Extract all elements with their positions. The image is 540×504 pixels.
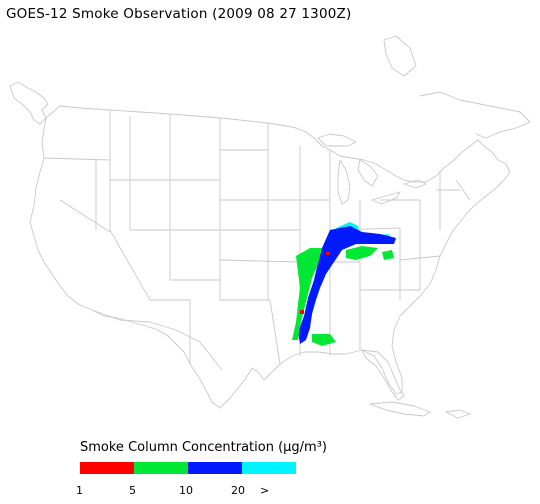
lake-michigan — [337, 159, 351, 205]
legend-bin-10-20 — [188, 462, 242, 474]
legend-tick: 20 — [231, 484, 245, 497]
hispaniola — [445, 409, 471, 419]
legend-title: Smoke Column Concentration (μg/m³) — [80, 440, 327, 455]
legend-tick: 5 — [129, 484, 136, 497]
legend-tick: > — [260, 484, 270, 497]
lake-huron — [357, 159, 379, 187]
smoke-plume — [292, 222, 396, 346]
legend-color-bar — [80, 462, 296, 474]
legend-bin-5-10 — [134, 462, 188, 474]
legend-bin-1-5 — [80, 462, 134, 474]
lake-erie — [371, 191, 401, 205]
legend-bin-20-plus — [242, 462, 296, 474]
lake-superior — [317, 133, 357, 147]
state-lines — [43, 110, 471, 365]
cuba — [369, 401, 431, 417]
labrador-coast — [383, 35, 417, 77]
smoke-blue-area — [298, 226, 396, 344]
legend-tick: 1 — [76, 484, 83, 497]
smoke-map — [9, 35, 531, 419]
mexico-border — [91, 309, 223, 371]
florida — [361, 349, 405, 401]
map-title: GOES-12 Smoke Observation (2009 08 27 13… — [6, 6, 352, 22]
coastline-northwest — [9, 81, 49, 125]
legend-tick: 10 — [179, 484, 193, 497]
us-outline — [29, 105, 511, 409]
lake-ontario — [403, 179, 427, 189]
smoke-green-area — [292, 246, 394, 346]
boundary-lines — [9, 35, 531, 419]
canada-coastline — [419, 91, 531, 139]
